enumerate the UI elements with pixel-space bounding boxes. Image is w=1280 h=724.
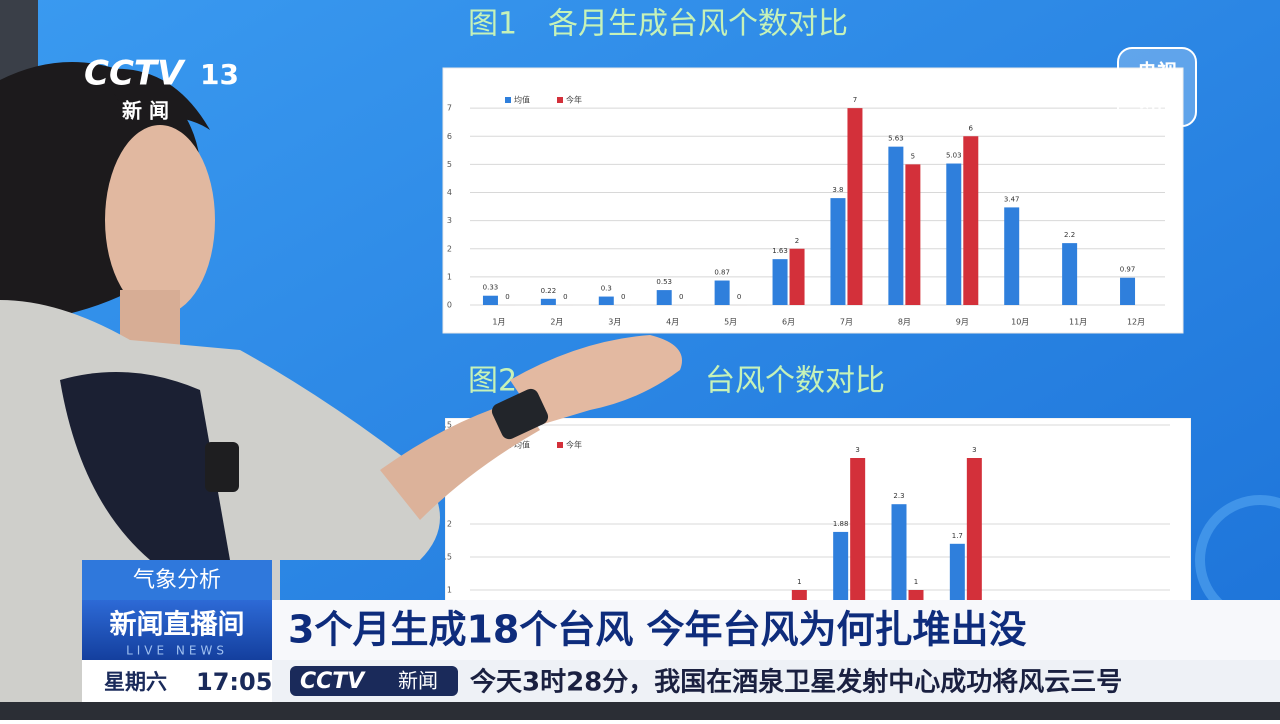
chart-label: 图2 — [468, 364, 517, 399]
y-tick-label: 4 — [447, 188, 452, 197]
value-label: 0.33 — [483, 284, 499, 292]
bar — [1120, 278, 1135, 305]
corner-logo-bottom: 新闻 — [1137, 88, 1177, 112]
value-label: 1 — [797, 578, 801, 586]
value-label: 3.8 — [832, 186, 843, 194]
x-tick-label: 3月 — [608, 318, 621, 327]
value-label: 3 — [972, 446, 976, 454]
legend-swatch — [557, 97, 563, 103]
x-tick-label: 12月 — [1127, 318, 1145, 327]
ticker-brand: CCTV — [300, 669, 366, 694]
value-label: 1 — [914, 578, 918, 586]
y-tick-label: 6 — [447, 132, 452, 141]
value-label: 0.22 — [541, 287, 557, 295]
corner-logo-top: 央视 — [1137, 60, 1177, 84]
bar — [847, 108, 862, 305]
time: 17:05 — [196, 668, 272, 696]
value-label: 1.88 — [833, 520, 849, 528]
legend-swatch — [505, 97, 511, 103]
y-tick-label: 0 — [447, 301, 452, 310]
legend-swatch — [557, 442, 563, 448]
bar — [905, 164, 920, 305]
ticker: 今天3时28分，我国在酒泉卫星发射中心成功将风云三号 — [470, 667, 1122, 698]
chart: 0 1 2 3 4 5 6 7 1月 0.33 0 2月 0.22 0 3月 0.3 0 4月 0.53 0 5月 0.8… — [443, 68, 1183, 333]
value-label: 0.3 — [601, 285, 612, 293]
value-label: 0 — [505, 293, 509, 301]
chart-title: 各月生成台风个数对比 — [548, 7, 848, 42]
x-tick-label: 5月 — [724, 318, 737, 327]
bar — [888, 147, 903, 305]
channel-sub: 新 闻 — [122, 99, 169, 123]
x-tick-label: 1月 — [492, 318, 505, 327]
y-tick-label: 3 — [447, 216, 452, 225]
y-tick-label: 1 — [447, 272, 452, 281]
y-tick-label: 1 — [447, 586, 452, 595]
value-label: 7 — [853, 96, 857, 104]
bar — [541, 299, 556, 305]
value-label: 0.97 — [1120, 266, 1136, 274]
x-tick-label: 6月 — [782, 318, 795, 327]
bar — [483, 296, 498, 305]
y-tick-label: 2 — [447, 244, 452, 253]
bottom-strip — [0, 702, 1280, 720]
value-label: 0 — [737, 293, 741, 301]
value-label: 0.53 — [656, 278, 672, 286]
bar — [946, 164, 961, 305]
legend-label: 均值 — [514, 95, 530, 105]
value-label: 0 — [563, 293, 567, 301]
x-tick-label: 2月 — [550, 318, 563, 327]
chart-label: 图1 — [468, 7, 517, 42]
value-label: 2 — [795, 237, 799, 245]
legend-label: 今年 — [566, 440, 582, 450]
value-label: 5 — [911, 152, 915, 160]
value-label: 0 — [621, 293, 625, 301]
bar — [790, 249, 805, 305]
x-tick-label: 9月 — [956, 318, 969, 327]
bar — [963, 136, 978, 305]
weekday: 星期六 — [104, 670, 167, 694]
value-label: 0.87 — [714, 269, 730, 277]
x-tick-label: 8月 — [898, 318, 911, 327]
program: 新闻直播间 — [110, 609, 245, 641]
value-label: 1.7 — [952, 532, 963, 540]
value-label: 2.2 — [1064, 231, 1075, 239]
value-label: 1.63 — [772, 247, 788, 255]
x-tick-label: 4月 — [666, 318, 679, 327]
channel-logo: CCTV — [84, 54, 186, 94]
bar — [715, 281, 730, 305]
value-label: 5.63 — [888, 135, 904, 143]
bar — [773, 259, 788, 305]
bar — [599, 297, 614, 305]
bar — [657, 290, 672, 305]
y-tick-label: 5 — [447, 160, 452, 169]
value-label: 5.03 — [946, 152, 962, 160]
tag: 气象分析 — [133, 568, 221, 593]
bar — [830, 198, 845, 305]
bar — [1062, 243, 1077, 305]
value-label: 3 — [855, 446, 859, 454]
value-label: 2.3 — [893, 492, 904, 500]
value-label: 3.47 — [1004, 195, 1020, 203]
x-tick-label: 7月 — [840, 318, 853, 327]
channel-number: 13 — [200, 58, 239, 91]
bar — [1004, 207, 1019, 305]
headline: 3个月生成18个台风 今年台风为何扎堆出没 — [288, 608, 1027, 652]
ticker-logo: 新闻 — [398, 669, 438, 693]
chart-title: 台风个数对比 — [705, 364, 885, 399]
legend-label: 今年 — [566, 95, 582, 105]
x-tick-label: 10月 — [1011, 318, 1029, 327]
y-tick-label: 7 — [447, 104, 452, 113]
program-sub: LIVE NEWS — [126, 644, 228, 658]
value-label: 6 — [969, 124, 974, 132]
value-label: 0 — [679, 293, 683, 301]
x-tick-label: 11月 — [1069, 318, 1087, 327]
y-tick-label: 2 — [447, 520, 452, 529]
